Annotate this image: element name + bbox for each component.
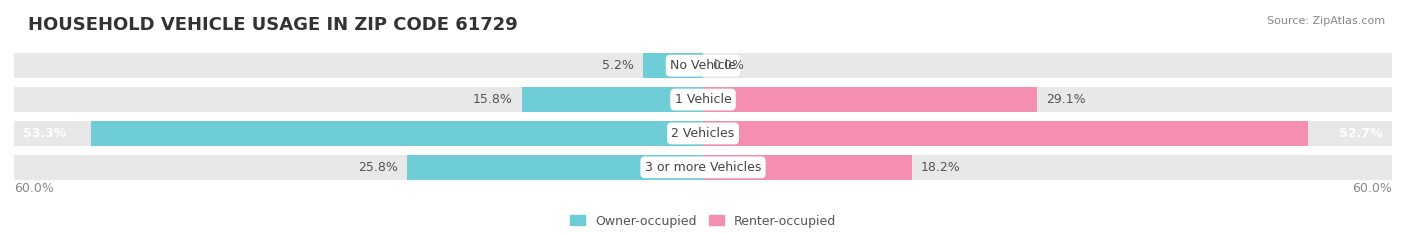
Text: 2 Vehicles: 2 Vehicles bbox=[672, 127, 734, 140]
Bar bbox=[14, 87, 1392, 112]
Bar bbox=[522, 87, 703, 112]
Text: 18.2%: 18.2% bbox=[921, 161, 960, 174]
Legend: Owner-occupied, Renter-occupied: Owner-occupied, Renter-occupied bbox=[565, 209, 841, 233]
Text: 53.3%: 53.3% bbox=[24, 127, 66, 140]
Bar bbox=[644, 53, 703, 78]
Text: 1 Vehicle: 1 Vehicle bbox=[675, 93, 731, 106]
Bar bbox=[14, 155, 1392, 180]
Bar bbox=[406, 155, 703, 180]
Bar bbox=[14, 53, 1392, 78]
Text: 0.0%: 0.0% bbox=[713, 59, 744, 72]
Bar bbox=[91, 121, 703, 146]
Text: 3 or more Vehicles: 3 or more Vehicles bbox=[645, 161, 761, 174]
Bar bbox=[703, 87, 1038, 112]
Text: 60.0%: 60.0% bbox=[1353, 182, 1392, 195]
Text: No Vehicle: No Vehicle bbox=[671, 59, 735, 72]
Text: 5.2%: 5.2% bbox=[602, 59, 634, 72]
Text: 52.7%: 52.7% bbox=[1340, 127, 1382, 140]
Text: 29.1%: 29.1% bbox=[1046, 93, 1085, 106]
Bar bbox=[703, 155, 912, 180]
Bar bbox=[703, 121, 1308, 146]
Text: 15.8%: 15.8% bbox=[472, 93, 512, 106]
Text: 60.0%: 60.0% bbox=[14, 182, 53, 195]
Text: Source: ZipAtlas.com: Source: ZipAtlas.com bbox=[1267, 16, 1385, 26]
Bar bbox=[14, 121, 1392, 146]
Text: HOUSEHOLD VEHICLE USAGE IN ZIP CODE 61729: HOUSEHOLD VEHICLE USAGE IN ZIP CODE 6172… bbox=[28, 16, 517, 34]
Text: 25.8%: 25.8% bbox=[357, 161, 398, 174]
